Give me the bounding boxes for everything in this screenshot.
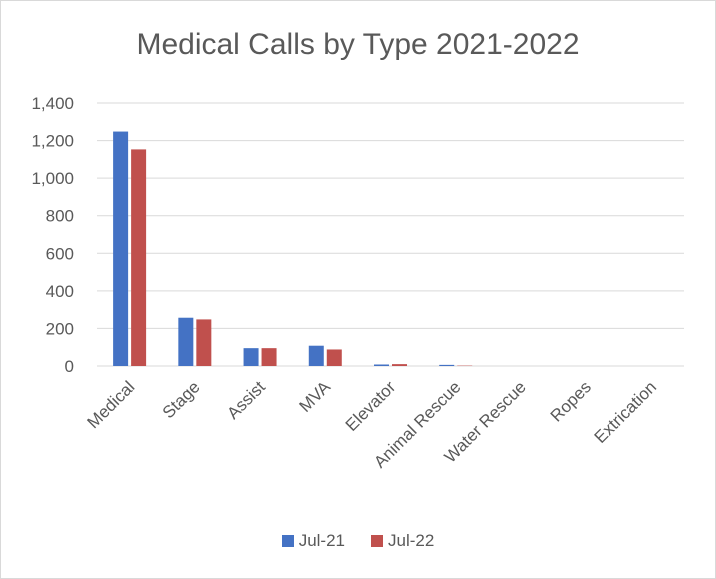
- y-tick-label: 800: [46, 207, 74, 226]
- bar-jul-21: [374, 364, 389, 366]
- y-tick-label: 400: [46, 282, 74, 301]
- x-tick-label: Medical: [84, 377, 139, 432]
- legend-entry-series-2: Jul-22: [371, 531, 434, 551]
- x-tick-label: Ropes: [547, 377, 595, 425]
- x-tick-label: Elevator: [342, 377, 400, 435]
- bar-jul-21: [113, 131, 129, 366]
- legend: Jul-21 Jul-22: [0, 531, 716, 551]
- y-tick-label: 1,000: [31, 169, 74, 188]
- y-tick-label: 1,200: [31, 132, 74, 151]
- bar-jul-22: [261, 348, 277, 366]
- y-tick-label: 600: [46, 244, 74, 263]
- bar-jul-22: [131, 149, 147, 366]
- x-tick-label: MVA: [296, 377, 335, 416]
- bar-jul-21: [178, 317, 194, 366]
- y-tick-label: 200: [46, 319, 74, 338]
- bar-jul-22: [392, 364, 407, 366]
- legend-swatch-series-1: [281, 535, 294, 547]
- bar-jul-22: [196, 319, 212, 366]
- legend-entry-series-1: Jul-21: [281, 531, 345, 551]
- bar-jul-21: [439, 364, 455, 366]
- bar-jul-22: [326, 349, 342, 366]
- y-tick-label: 0: [65, 357, 74, 376]
- bar-jul-21: [308, 345, 324, 366]
- legend-swatch-series-2: [371, 535, 383, 547]
- legend-label-series-1: Jul-21: [298, 531, 345, 550]
- x-tick-label: Stage: [159, 377, 204, 422]
- bar-jul-21: [243, 348, 259, 366]
- legend-label-series-2: Jul-22: [388, 531, 435, 550]
- y-tick-label: 1,400: [31, 94, 74, 113]
- x-tick-label: Assist: [223, 377, 269, 423]
- chart-title: Medical Calls by Type 2021-2022: [136, 28, 580, 61]
- x-tick-label: Extrication: [591, 377, 661, 447]
